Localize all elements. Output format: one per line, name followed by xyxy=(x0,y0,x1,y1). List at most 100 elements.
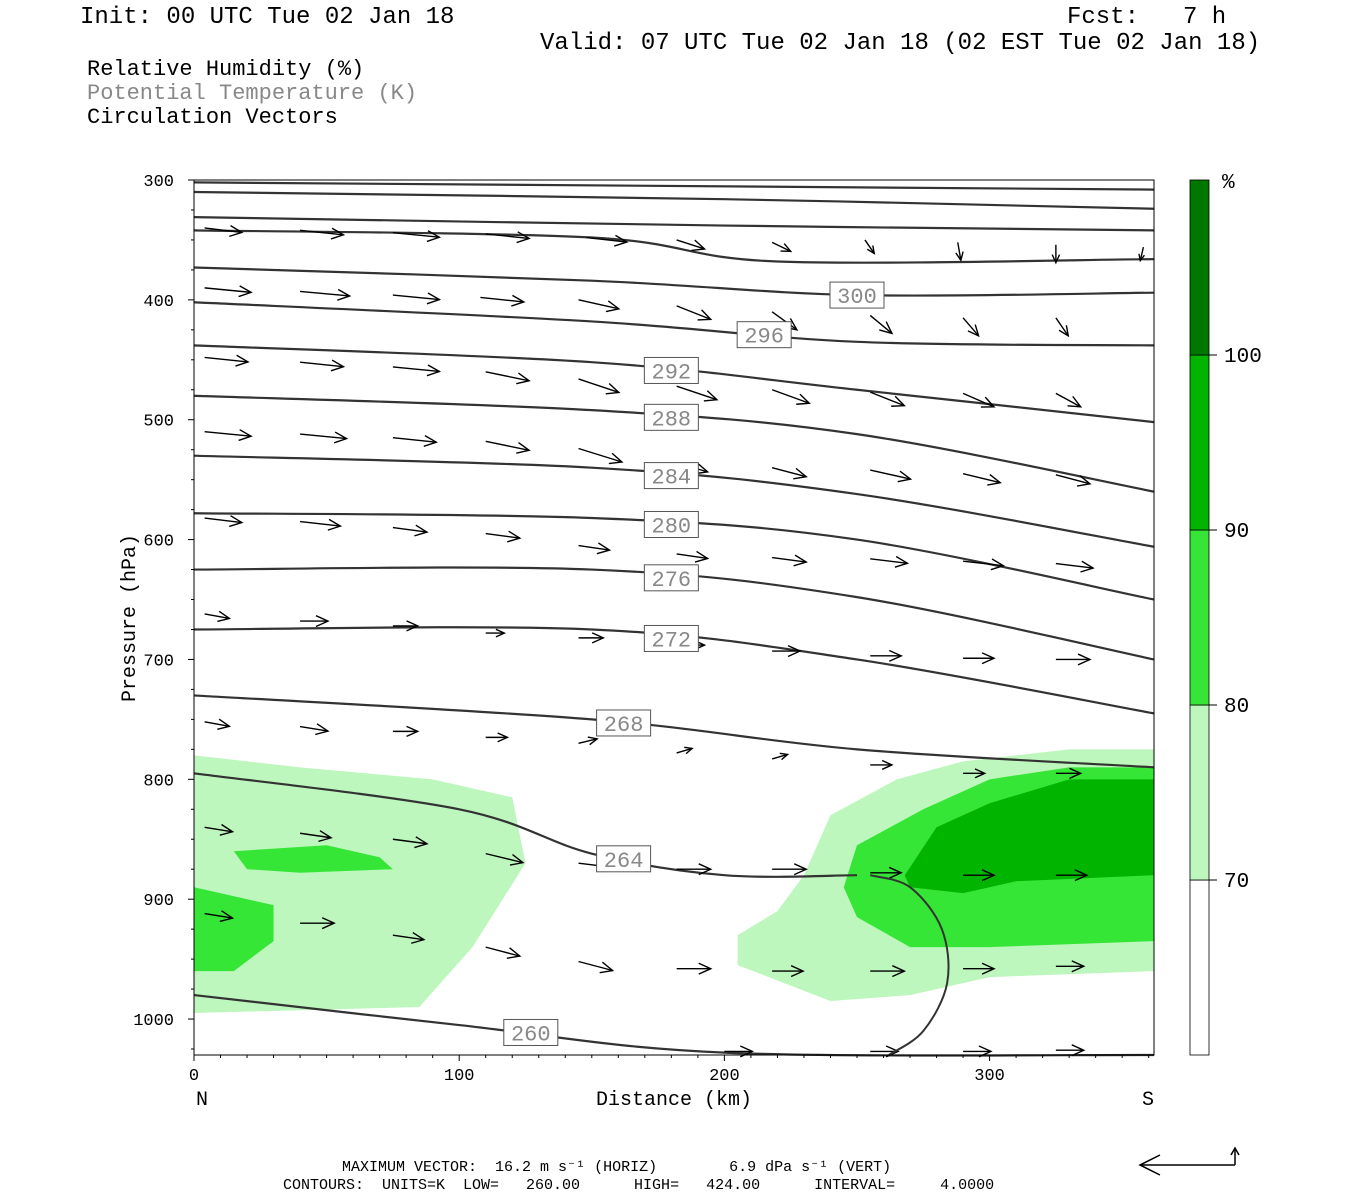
contour-label-box xyxy=(643,624,699,652)
colorbar: 70 80 90 100% xyxy=(1189,172,1262,1056)
circulation-vector xyxy=(204,354,250,367)
theta-contour-276 xyxy=(193,566,1155,661)
circulation-vector xyxy=(772,863,808,876)
circulation-vector xyxy=(299,830,333,843)
reference-vector-icon xyxy=(1138,1146,1240,1176)
circulation-vector xyxy=(870,649,903,662)
circulation-vector xyxy=(392,836,429,849)
circulation-vector xyxy=(869,391,906,407)
circulation-vector xyxy=(870,469,913,483)
circulation-vector xyxy=(300,917,336,930)
theta-contour-1 xyxy=(193,190,1155,210)
plot-frame xyxy=(193,179,1155,1056)
circulation-vector xyxy=(300,431,349,444)
init-time: Init: 00 UTC Tue 02 Jan 18 xyxy=(80,4,455,31)
colorbar-label: 100 xyxy=(1224,346,1262,369)
circulation-vector xyxy=(578,632,606,644)
x-end-label-north: N xyxy=(196,1089,208,1112)
rh-region-70 xyxy=(194,755,526,1014)
circulation-vector xyxy=(676,239,707,252)
circulation-vector xyxy=(392,230,442,243)
contour-label-280: 280 xyxy=(652,514,692,539)
circulation-vector xyxy=(578,736,599,746)
circulation-vector xyxy=(204,285,253,298)
y-tick-label: 400 xyxy=(143,293,174,312)
contour-label-box xyxy=(829,281,885,309)
y-tick-label: 600 xyxy=(143,533,174,552)
circulation-vector xyxy=(962,472,1002,486)
contour-label-box xyxy=(596,845,652,873)
circulation-vector xyxy=(870,555,910,568)
circulation-vector xyxy=(480,294,526,307)
circulation-vector xyxy=(485,440,531,454)
circulation-vector xyxy=(485,946,522,959)
y-tick-label: 1000 xyxy=(133,1012,174,1031)
circulation-vector xyxy=(676,962,713,975)
contour-label-box xyxy=(503,1018,559,1046)
circulation-vector xyxy=(864,239,876,255)
theta-contour-288 xyxy=(193,394,1155,493)
circulation-vector xyxy=(204,429,253,442)
circulation-vector xyxy=(578,542,612,555)
theta-contour-268 xyxy=(193,694,1155,769)
field-theta-label: Potential Temperature (K) xyxy=(87,81,418,106)
y-tick-label: 800 xyxy=(143,772,174,791)
max-vector-note: MAXIMUM VECTOR: 16.2 m s⁻¹ (HORIZ) 6.9 d… xyxy=(342,1159,892,1176)
circulation-vector xyxy=(392,931,426,944)
theta-contour-292 xyxy=(193,344,1155,424)
circulation-vector xyxy=(300,288,352,301)
circulation-vector xyxy=(771,241,793,253)
circulation-vector xyxy=(676,863,713,876)
circulation-vector xyxy=(1051,244,1061,265)
theta-contour-3 xyxy=(193,229,1155,264)
contour-label-box xyxy=(643,403,699,431)
circulation-vector xyxy=(485,852,525,866)
contour-label-260: 260 xyxy=(511,1022,551,1047)
circulation-vector xyxy=(1055,317,1070,338)
colorbar-bin xyxy=(1189,529,1210,706)
contour-label-276: 276 xyxy=(652,568,692,593)
theta-contour-272 xyxy=(193,626,1155,715)
rh-region-80 xyxy=(194,887,274,972)
theta-contours xyxy=(193,181,1155,1057)
circulation-vector xyxy=(578,378,621,395)
circulation-vector xyxy=(299,723,330,736)
circulation-vector xyxy=(485,628,507,638)
contour-labels: 300 296 292 288 284 280 276 272 268 264 260 xyxy=(503,281,885,1047)
circulation-vector xyxy=(1138,246,1145,263)
contour-label-264: 264 xyxy=(604,849,644,874)
circulation-vector xyxy=(578,299,621,313)
rh-region-80 xyxy=(233,845,393,873)
circulation-vector xyxy=(771,466,808,480)
x-axis: 0 100 200 300 xyxy=(189,1055,1150,1086)
circulation-vector xyxy=(772,645,802,658)
theta-contour-264 xyxy=(193,772,857,878)
circulation-vector xyxy=(676,550,710,563)
circulation-vector xyxy=(1055,869,1089,882)
circulation-vector xyxy=(962,317,980,338)
circulation-vector xyxy=(392,364,442,377)
theta-contour-2 xyxy=(193,216,1155,232)
circulation-vector xyxy=(955,242,964,263)
contour-label-box xyxy=(643,510,699,538)
contour-label-300: 300 xyxy=(837,285,877,310)
colorbar-label: 70 xyxy=(1224,871,1249,894)
circulation-vector xyxy=(772,554,808,567)
rh-shading xyxy=(194,749,1154,1014)
y-tick-label: 300 xyxy=(143,173,174,192)
circulation-vector xyxy=(392,620,420,632)
circulation-vector xyxy=(676,746,694,755)
circulation-vector xyxy=(586,234,629,247)
field-vectors-label: Circulation Vectors xyxy=(87,105,338,130)
circulation-vector xyxy=(300,227,346,240)
contour-label-box xyxy=(643,356,699,384)
contour-label-box xyxy=(643,564,699,592)
contour-label-box xyxy=(643,462,699,490)
contour-info: CONTOURS: UNITS=K LOW= 260.00 HIGH= 424.… xyxy=(283,1177,995,1194)
y-tick-label: 500 xyxy=(143,413,174,432)
circulation-vector xyxy=(1055,767,1083,779)
contour-label-box xyxy=(736,321,792,349)
colorbar-label: 80 xyxy=(1224,696,1249,719)
theta-contour-284 xyxy=(193,454,1155,548)
